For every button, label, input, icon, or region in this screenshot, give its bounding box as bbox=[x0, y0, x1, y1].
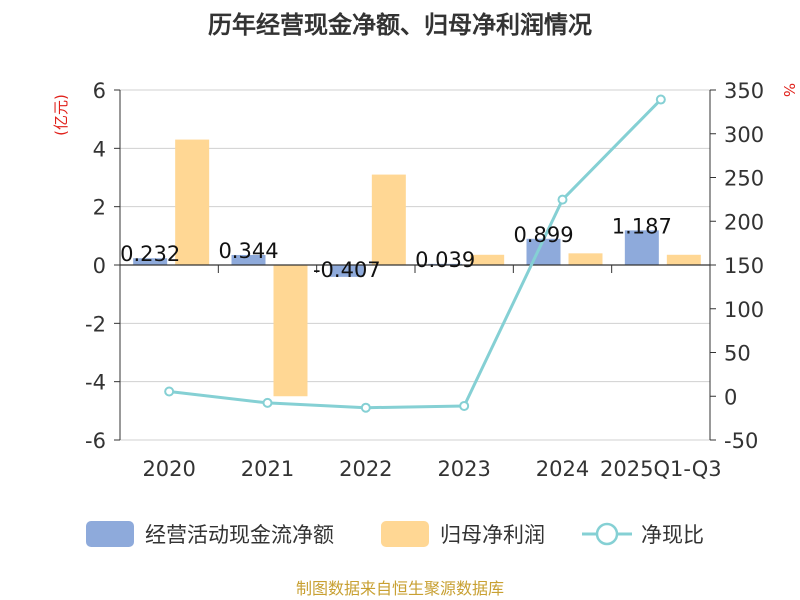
data-label-cashflow: 0.039 bbox=[415, 248, 475, 272]
data-label-cashflow: 0.344 bbox=[218, 239, 278, 263]
legend-label-cashflow: 经营活动现金流净额 bbox=[145, 523, 334, 547]
x-tick-label: 2023 bbox=[437, 457, 490, 481]
right-tick-label: 50 bbox=[724, 342, 751, 366]
ratio-point bbox=[360, 402, 371, 413]
tick-labels: 6 4 2 0 -2 -4 -6 350 300 250 200 150 100 50 0 -50 2020 20… bbox=[85, 79, 764, 481]
ratio-point bbox=[655, 94, 666, 105]
bar-profit bbox=[273, 265, 308, 397]
left-tick-label: -4 bbox=[85, 371, 106, 395]
bar-profit bbox=[568, 253, 603, 265]
bar-cashflow bbox=[624, 230, 659, 265]
right-tick-label: 100 bbox=[724, 298, 764, 322]
x-tick-label: 2021 bbox=[241, 457, 294, 481]
left-tick-label: -6 bbox=[85, 429, 106, 453]
legend-label-ratio: 净现比 bbox=[641, 523, 704, 547]
left-tick-label: 6 bbox=[93, 79, 106, 103]
bar-profit bbox=[371, 174, 406, 265]
right-tick-label: -50 bbox=[724, 429, 758, 453]
bar-profit bbox=[666, 254, 701, 265]
right-tick-label: 200 bbox=[724, 210, 764, 234]
right-tick-label: 0 bbox=[724, 385, 737, 409]
ratio-line-path bbox=[168, 98, 662, 410]
axes bbox=[114, 89, 716, 441]
data-label-cashflow: 0.232 bbox=[120, 242, 180, 266]
x-tick-label: 2022 bbox=[339, 457, 392, 481]
right-tick-label: 150 bbox=[724, 254, 764, 278]
ratio-point bbox=[262, 397, 273, 408]
left-tick-label: 4 bbox=[93, 137, 106, 161]
data-label-cashflow: 0.899 bbox=[513, 223, 573, 247]
left-tick-label: 0 bbox=[93, 254, 106, 278]
bar-profit bbox=[470, 254, 505, 265]
legend-swatch-profit bbox=[381, 521, 429, 547]
legend-swatch-cashflow bbox=[86, 521, 134, 547]
data-labels: 0.232 0.344 -0.407 0.039 0.899 1.187 bbox=[120, 214, 672, 282]
x-tick-label: 2020 bbox=[142, 457, 195, 481]
left-tick-label: 2 bbox=[93, 196, 106, 220]
ratio-point bbox=[459, 400, 470, 411]
bar-profit bbox=[175, 139, 210, 265]
ratio-point bbox=[557, 194, 568, 205]
right-tick-label: 250 bbox=[724, 167, 764, 191]
bar-cashflow bbox=[231, 254, 266, 265]
ratio-line bbox=[164, 94, 666, 413]
legend: 经营活动现金流净额 归母净利润 净现比 bbox=[86, 521, 704, 547]
chart-title: 历年经营现金净额、归母净利润情况 bbox=[208, 11, 592, 39]
source-note: 制图数据来自恒生聚源数据库 bbox=[296, 579, 504, 598]
x-tick-label: 2025Q1-Q3 bbox=[600, 457, 722, 481]
data-label-cashflow: -0.407 bbox=[313, 258, 381, 282]
right-tick-label: 300 bbox=[724, 123, 764, 147]
ratio-point bbox=[164, 386, 175, 397]
bar-cashflow bbox=[133, 258, 168, 265]
data-label-cashflow: 1.187 bbox=[612, 214, 672, 238]
right-axis-unit: % bbox=[780, 83, 798, 97]
x-tick-label: 2024 bbox=[536, 457, 589, 481]
left-axis-unit: (亿元) bbox=[52, 94, 70, 136]
left-tick-label: -2 bbox=[85, 312, 106, 336]
legend-marker-ratio bbox=[595, 522, 619, 546]
right-tick-label: 350 bbox=[724, 79, 764, 103]
bar-cashflow bbox=[329, 265, 364, 277]
legend-label-profit: 归母净利润 bbox=[440, 523, 545, 547]
gridlines bbox=[120, 89, 710, 441]
